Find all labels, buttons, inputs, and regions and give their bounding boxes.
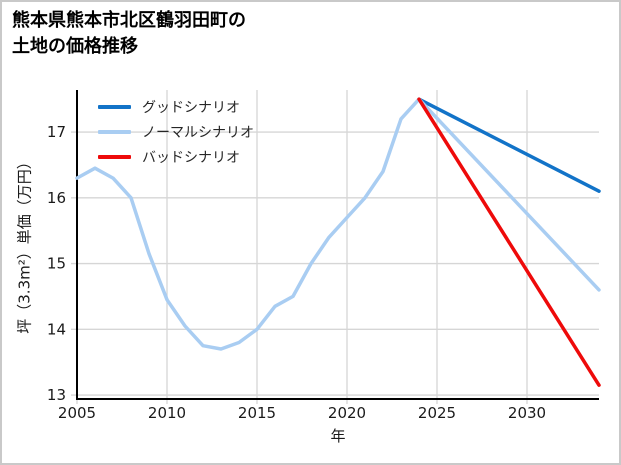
x-tick-label: 2015 [238,404,276,422]
legend-swatch-normal-scenario [98,129,131,134]
x-tick-label: 2005 [58,404,96,422]
legend-swatch-bad-scenario [98,154,131,159]
legend-label-normal-scenario: ノーマルシナリオ [142,124,254,141]
legend-label-bad-scenario: バッドシナリオ [142,149,240,166]
x-tick-label: 2025 [418,404,456,422]
legend-item-good-scenario: グッドシナリオ [98,94,254,119]
legend-item-normal-scenario: ノーマルシナリオ [98,119,254,144]
x-tick-label: 2030 [508,404,546,422]
y-tick-label: 13 [47,386,66,404]
y-tick-label: 16 [47,189,66,207]
y-tick-label: 15 [47,255,66,273]
legend: グッドシナリオ ノーマルシナリオ バッドシナリオ [98,94,254,169]
legend-label-good-scenario: グッドシナリオ [142,99,240,116]
series-line-bad-scenario [417,97,601,387]
x-axis-label: 年 [330,427,346,445]
x-tick-label: 2010 [148,404,186,422]
x-tick-label: 2020 [328,404,366,422]
y-axis-label: 坪（3.3m²）単価（万円） [15,154,34,334]
chart-title: 熊本県熊本市北区鶴羽田町の 土地の価格推移 [12,10,246,58]
series-line-good-scenario [417,97,601,193]
series-line-normal-scenario [75,97,601,351]
legend-item-bad-scenario: バッドシナリオ [98,144,254,169]
y-tick-label: 14 [47,320,66,338]
y-tick-label: 17 [47,123,66,141]
legend-swatch-good-scenario [98,104,131,109]
